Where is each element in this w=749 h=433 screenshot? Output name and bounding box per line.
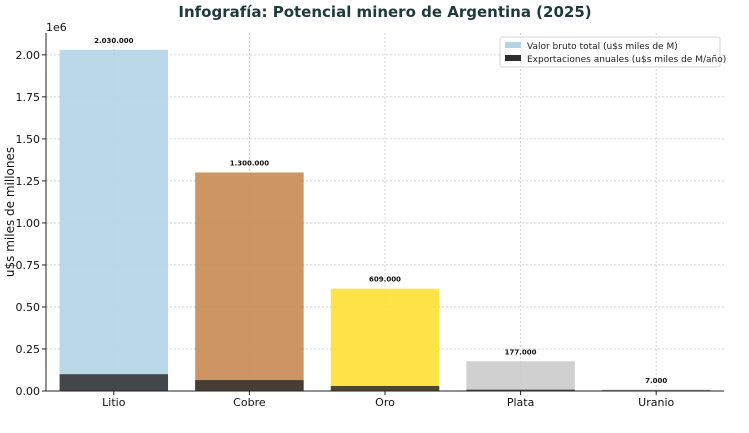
- bar-exportaciones-litio: [59, 374, 169, 391]
- bar-valor-bruto-cobre: [195, 172, 304, 391]
- data-label: 609.000: [369, 276, 401, 284]
- chart-title: Infografía: Potencial minero de Argentin…: [178, 3, 591, 21]
- bars: [59, 49, 711, 392]
- x-tick-label: Cobre: [233, 396, 266, 409]
- data-label: 7.000: [645, 377, 667, 385]
- bar-valor-bruto-uranio: [601, 389, 711, 391]
- x-tick-label: Plata: [507, 396, 534, 409]
- y-tick-label: 1.00: [16, 217, 41, 230]
- y-tick-label: 1.75: [16, 91, 41, 104]
- data-label: 177.000: [505, 348, 537, 356]
- y-tick-label: 0.50: [16, 301, 41, 314]
- bar-valor-bruto-oro: [330, 288, 440, 391]
- y-tick-label: 1.25: [16, 175, 41, 188]
- x-tick-label: Oro: [375, 396, 395, 409]
- x-tick-label: Uranio: [638, 396, 674, 409]
- bar-exportaciones-oro: [330, 385, 440, 391]
- legend: Valor bruto total (u$s miles de M) Export…: [499, 36, 726, 68]
- data-label: 1.300.000: [230, 160, 270, 168]
- y-tick-label: 1.50: [16, 133, 41, 146]
- legend-swatch-exportaciones: [505, 55, 521, 61]
- legend-label-exportaciones: Exportaciones anuales (u$s miles de M/añ…: [527, 55, 726, 65]
- legend-label-valor-bruto: Valor bruto total (u$s miles de M): [527, 42, 678, 52]
- bar-valor-bruto-litio: [59, 49, 169, 392]
- bar-exportaciones-plata: [466, 389, 575, 391]
- y-tick-label: 0.25: [16, 343, 41, 356]
- y-tick-label: 2.00: [16, 49, 41, 62]
- labels: 2.030.000 1.300.000 609.000 177.000 7.000: [94, 37, 667, 385]
- data-label: 2.030.000: [94, 37, 134, 45]
- legend-swatch-valor-bruto: [505, 42, 521, 48]
- bar-valor-bruto-plata: [466, 361, 575, 391]
- y-axis-label: u$s miles de millones: [3, 147, 17, 277]
- legend-box: [499, 36, 721, 68]
- bar-exportaciones-cobre: [195, 380, 304, 391]
- axes: 0.00 0.25 0.50 0.75 1.00 1.25 1.50 1.75 2.00 Liti…: [16, 33, 724, 409]
- y-tick-label: 0.00: [16, 385, 41, 398]
- x-tick-label: Litio: [102, 396, 126, 409]
- y-tick-label: 0.75: [16, 259, 41, 272]
- y-offset-label: 1e6: [46, 21, 67, 34]
